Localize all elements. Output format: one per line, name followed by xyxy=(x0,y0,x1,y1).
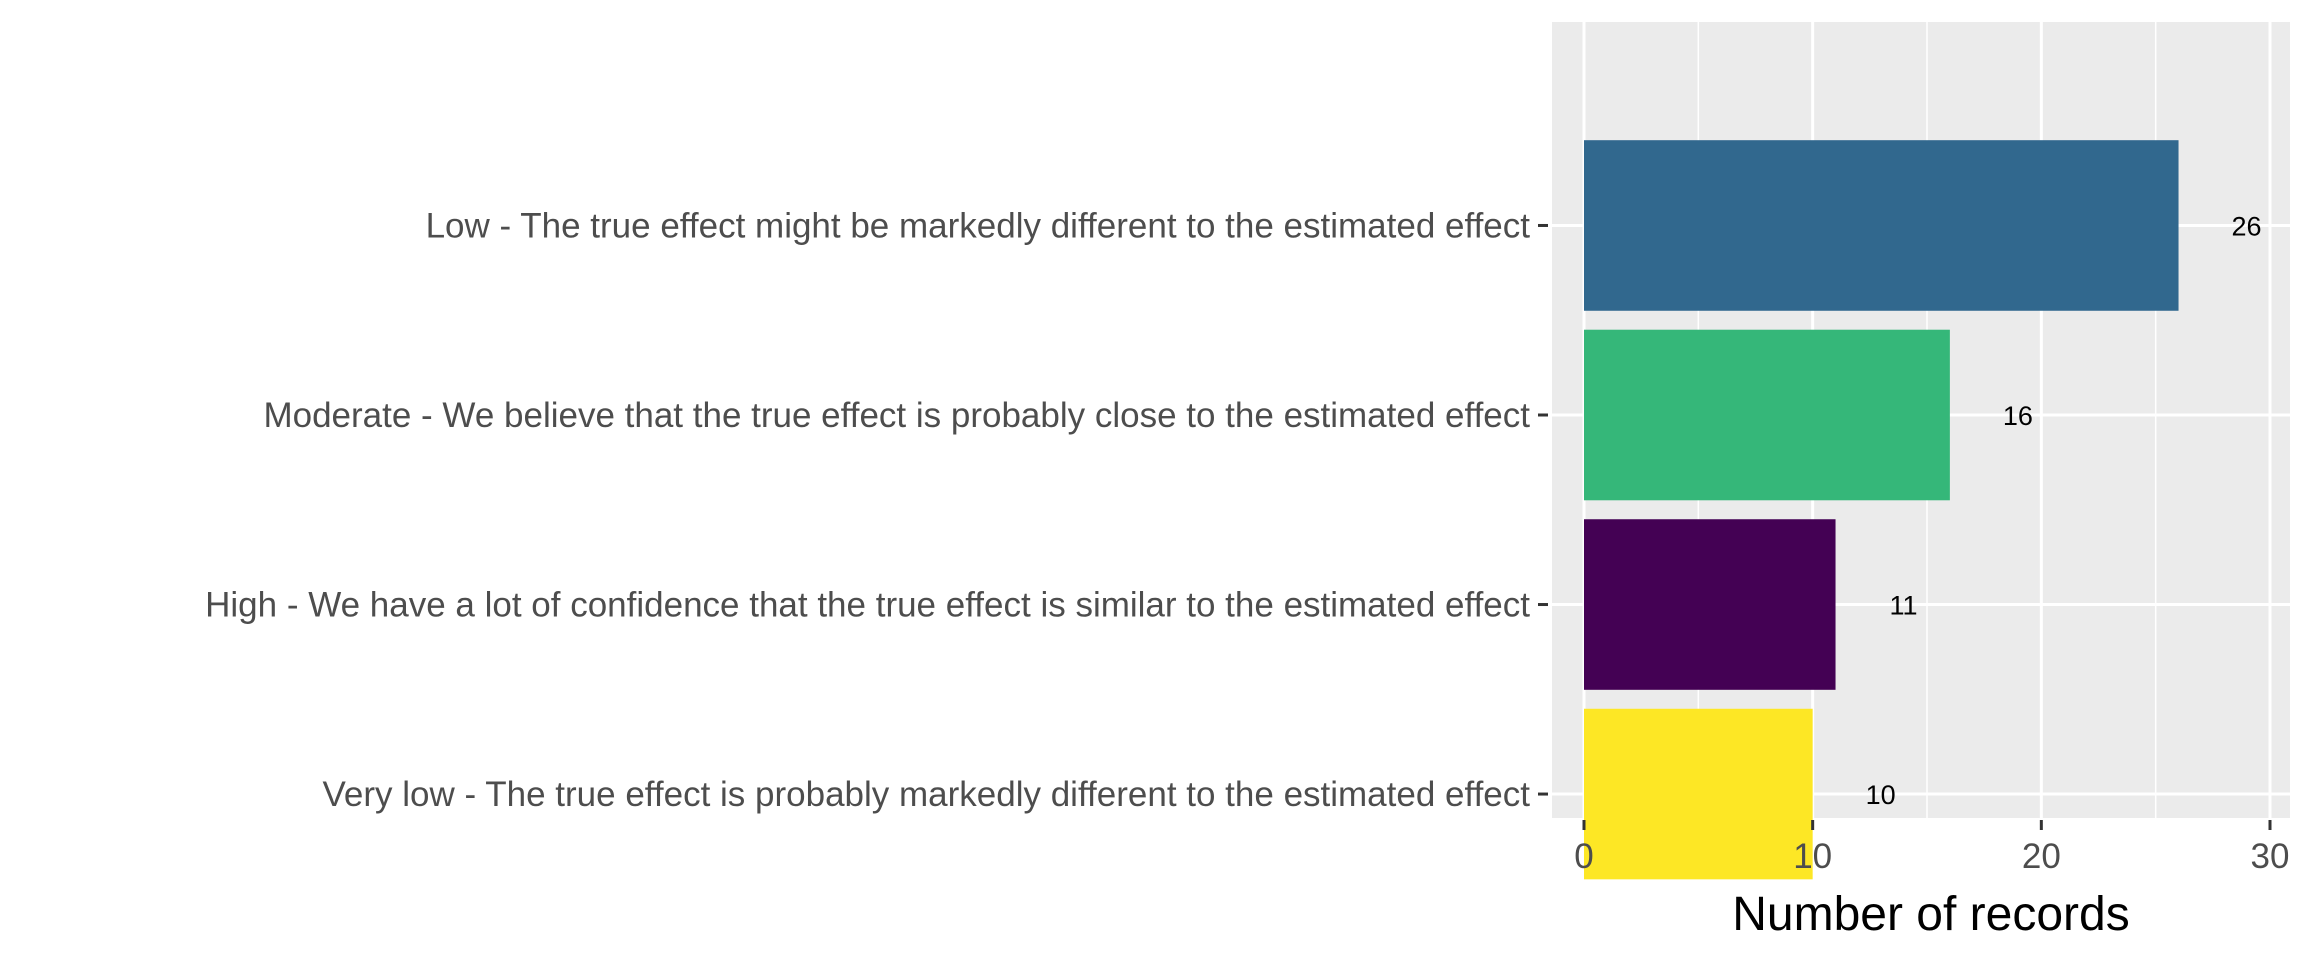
bar xyxy=(1584,519,1836,690)
bar xyxy=(1584,329,1950,501)
data-labels: 26 16 11 10 xyxy=(1866,211,2262,810)
bar-value-label: 26 xyxy=(2232,211,2262,241)
bar xyxy=(1584,708,1813,880)
bar-value-label: 11 xyxy=(1890,591,1918,621)
x-tick-label: 30 xyxy=(2251,837,2290,876)
x-axis-title: Number of records xyxy=(1732,888,2129,941)
x-tick-label: 20 xyxy=(2022,837,2061,876)
bar xyxy=(1584,140,2179,311)
y-tick-label: Very low - The true effect is probably m… xyxy=(323,775,1531,814)
bar-value-label: 10 xyxy=(1866,780,1896,810)
x-tick-label: 0 xyxy=(1574,837,1593,876)
y-tick-label: Low - The true effect might be markedly … xyxy=(426,206,1531,245)
x-tick-label: 10 xyxy=(1793,837,1832,876)
bars xyxy=(1584,140,2179,880)
y-axis: Low - The true effect might be markedly … xyxy=(205,206,1548,814)
bar-value-label: 16 xyxy=(2003,401,2033,431)
x-axis: 0 10 20 30 xyxy=(1574,820,2289,876)
y-tick-label: Moderate - We believe that the true effe… xyxy=(263,396,1530,435)
y-tick-label: High - We have a lot of confidence that … xyxy=(205,586,1530,625)
